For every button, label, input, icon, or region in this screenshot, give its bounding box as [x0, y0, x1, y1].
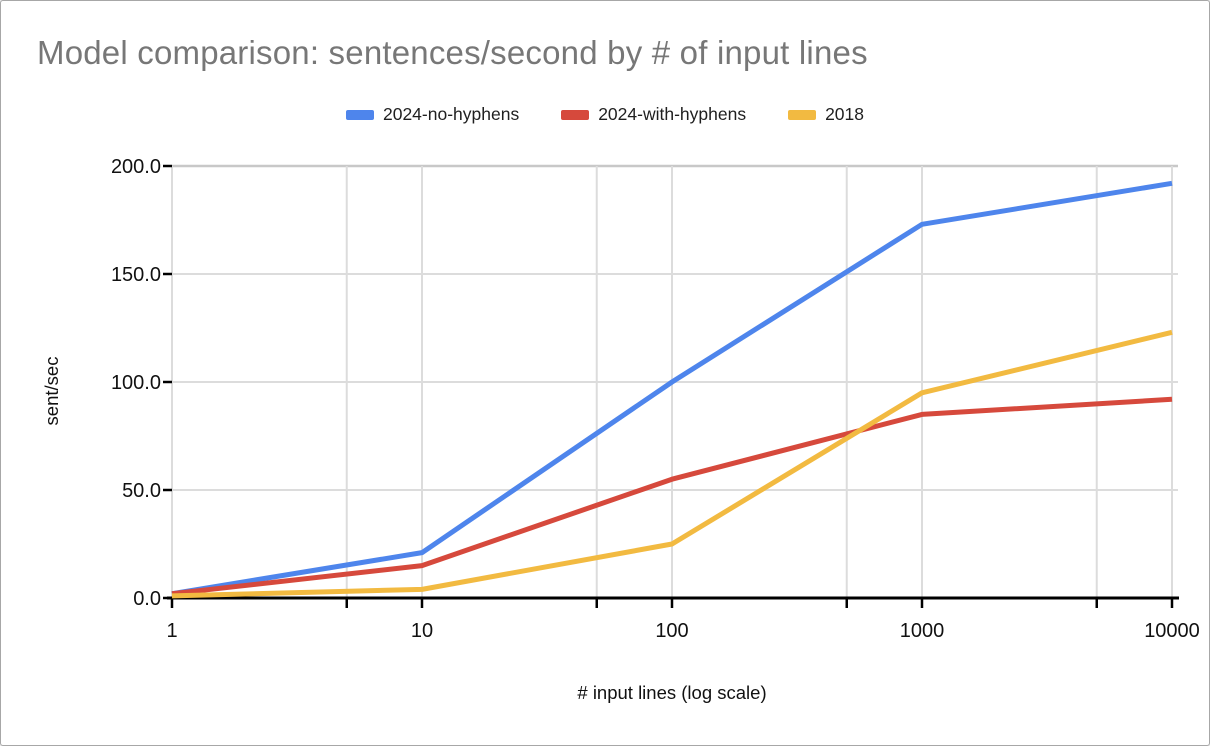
legend-label: 2018	[825, 104, 865, 124]
series-line-2018	[171, 329, 1173, 599]
y-tick-label: 100.0	[111, 372, 161, 394]
chart-title: Model comparison: sentences/second by # …	[37, 34, 868, 71]
series-line-2024-with-hyphens	[171, 396, 1173, 597]
x-axis-title: # input lines (log scale)	[577, 682, 767, 703]
x-tick-label: 1000	[900, 620, 945, 642]
legend: 2024-no-hyphens 2024-with-hyphens 2018	[1, 104, 1209, 125]
y-axis-title: sent/sec	[41, 356, 62, 426]
legend-swatch-icon	[788, 109, 817, 120]
y-tick-label: 0.0	[133, 588, 161, 610]
legend-swatch-icon	[345, 109, 374, 120]
y-tick-label: 50.0	[122, 480, 161, 502]
legend-item-2024-no-hyphens[interactable]: 2024-no-hyphens	[345, 104, 520, 125]
legend-item-2024-with-hyphens[interactable]: 2024-with-hyphens	[561, 104, 746, 125]
legend-label: 2024-with-hyphens	[598, 104, 747, 124]
legend-label: 2024-no-hyphens	[382, 104, 520, 124]
legend-swatch-icon	[561, 109, 590, 120]
legend-item-2018[interactable]: 2018	[788, 104, 864, 125]
x-tick-label: 10	[411, 620, 433, 642]
x-tick-label: 10000	[1144, 620, 1200, 642]
x-tick-label: 100	[655, 620, 688, 642]
series-line-2024-no-hyphens	[171, 180, 1173, 597]
x-tick-label: 1	[166, 620, 177, 642]
y-tick-label: 200.0	[111, 156, 161, 178]
y-tick-label: 150.0	[111, 264, 161, 286]
